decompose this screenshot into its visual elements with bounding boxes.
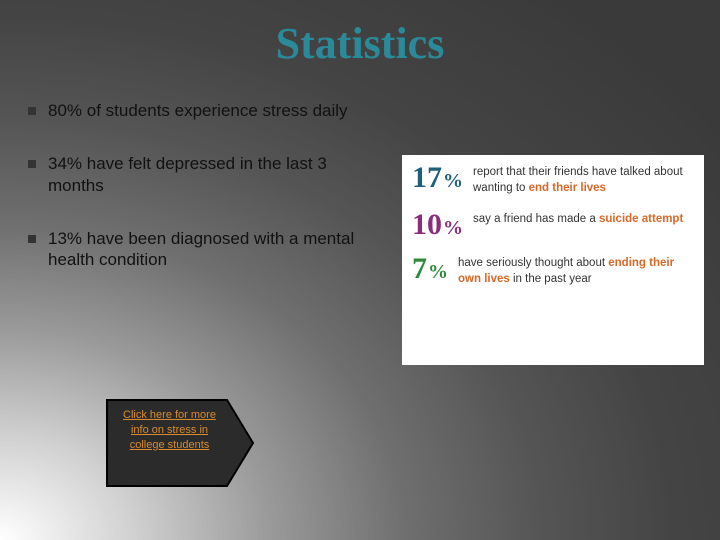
bullet-text: 80% of students experience stress daily xyxy=(48,100,348,121)
bullet-item: 13% have been diagnosed with a mental he… xyxy=(28,228,358,271)
pct-badge: 17% xyxy=(412,163,463,193)
bullet-mark xyxy=(28,235,36,243)
info-highlight: suicide attempt xyxy=(599,213,683,225)
pct-symbol: % xyxy=(443,171,463,191)
info-highlight: end their lives xyxy=(529,182,606,194)
pct-number: 7 xyxy=(412,254,427,284)
slide-title: Statistics xyxy=(0,18,720,69)
bullet-text: 13% have been diagnosed with a mental he… xyxy=(48,228,358,271)
pct-symbol: % xyxy=(428,262,448,282)
bullet-mark xyxy=(28,107,36,115)
info-card: 17% report that their friends have talke… xyxy=(402,155,704,365)
bullet-list: 80% of students experience stress daily … xyxy=(28,100,358,302)
info-row: 10% say a friend has made a suicide atte… xyxy=(412,210,694,240)
bullet-text: 34% have felt depressed in the last 3 mo… xyxy=(48,153,358,196)
info-text: report that their friends have talked ab… xyxy=(473,163,694,196)
info-text-post: in the past year xyxy=(510,273,592,285)
info-row: 7% have seriously thought about ending t… xyxy=(412,254,694,287)
pct-number: 17 xyxy=(412,163,442,193)
bullet-item: 80% of students experience stress daily xyxy=(28,100,358,121)
bullet-mark xyxy=(28,160,36,168)
info-text: say a friend has made a suicide attempt xyxy=(473,210,683,228)
callout-text: Click here for more info on stress in co… xyxy=(117,408,222,453)
info-row: 17% report that their friends have talke… xyxy=(412,163,694,196)
callout-link[interactable]: Click here for more info on stress in co… xyxy=(105,398,255,488)
info-text-pre: have seriously thought about xyxy=(458,257,608,269)
pct-badge: 7% xyxy=(412,254,448,284)
info-text: have seriously thought about ending thei… xyxy=(458,254,694,287)
pct-badge: 10% xyxy=(412,210,463,240)
pct-symbol: % xyxy=(443,218,463,238)
pct-number: 10 xyxy=(412,210,442,240)
info-text-pre: say a friend has made a xyxy=(473,213,599,225)
bullet-item: 34% have felt depressed in the last 3 mo… xyxy=(28,153,358,196)
